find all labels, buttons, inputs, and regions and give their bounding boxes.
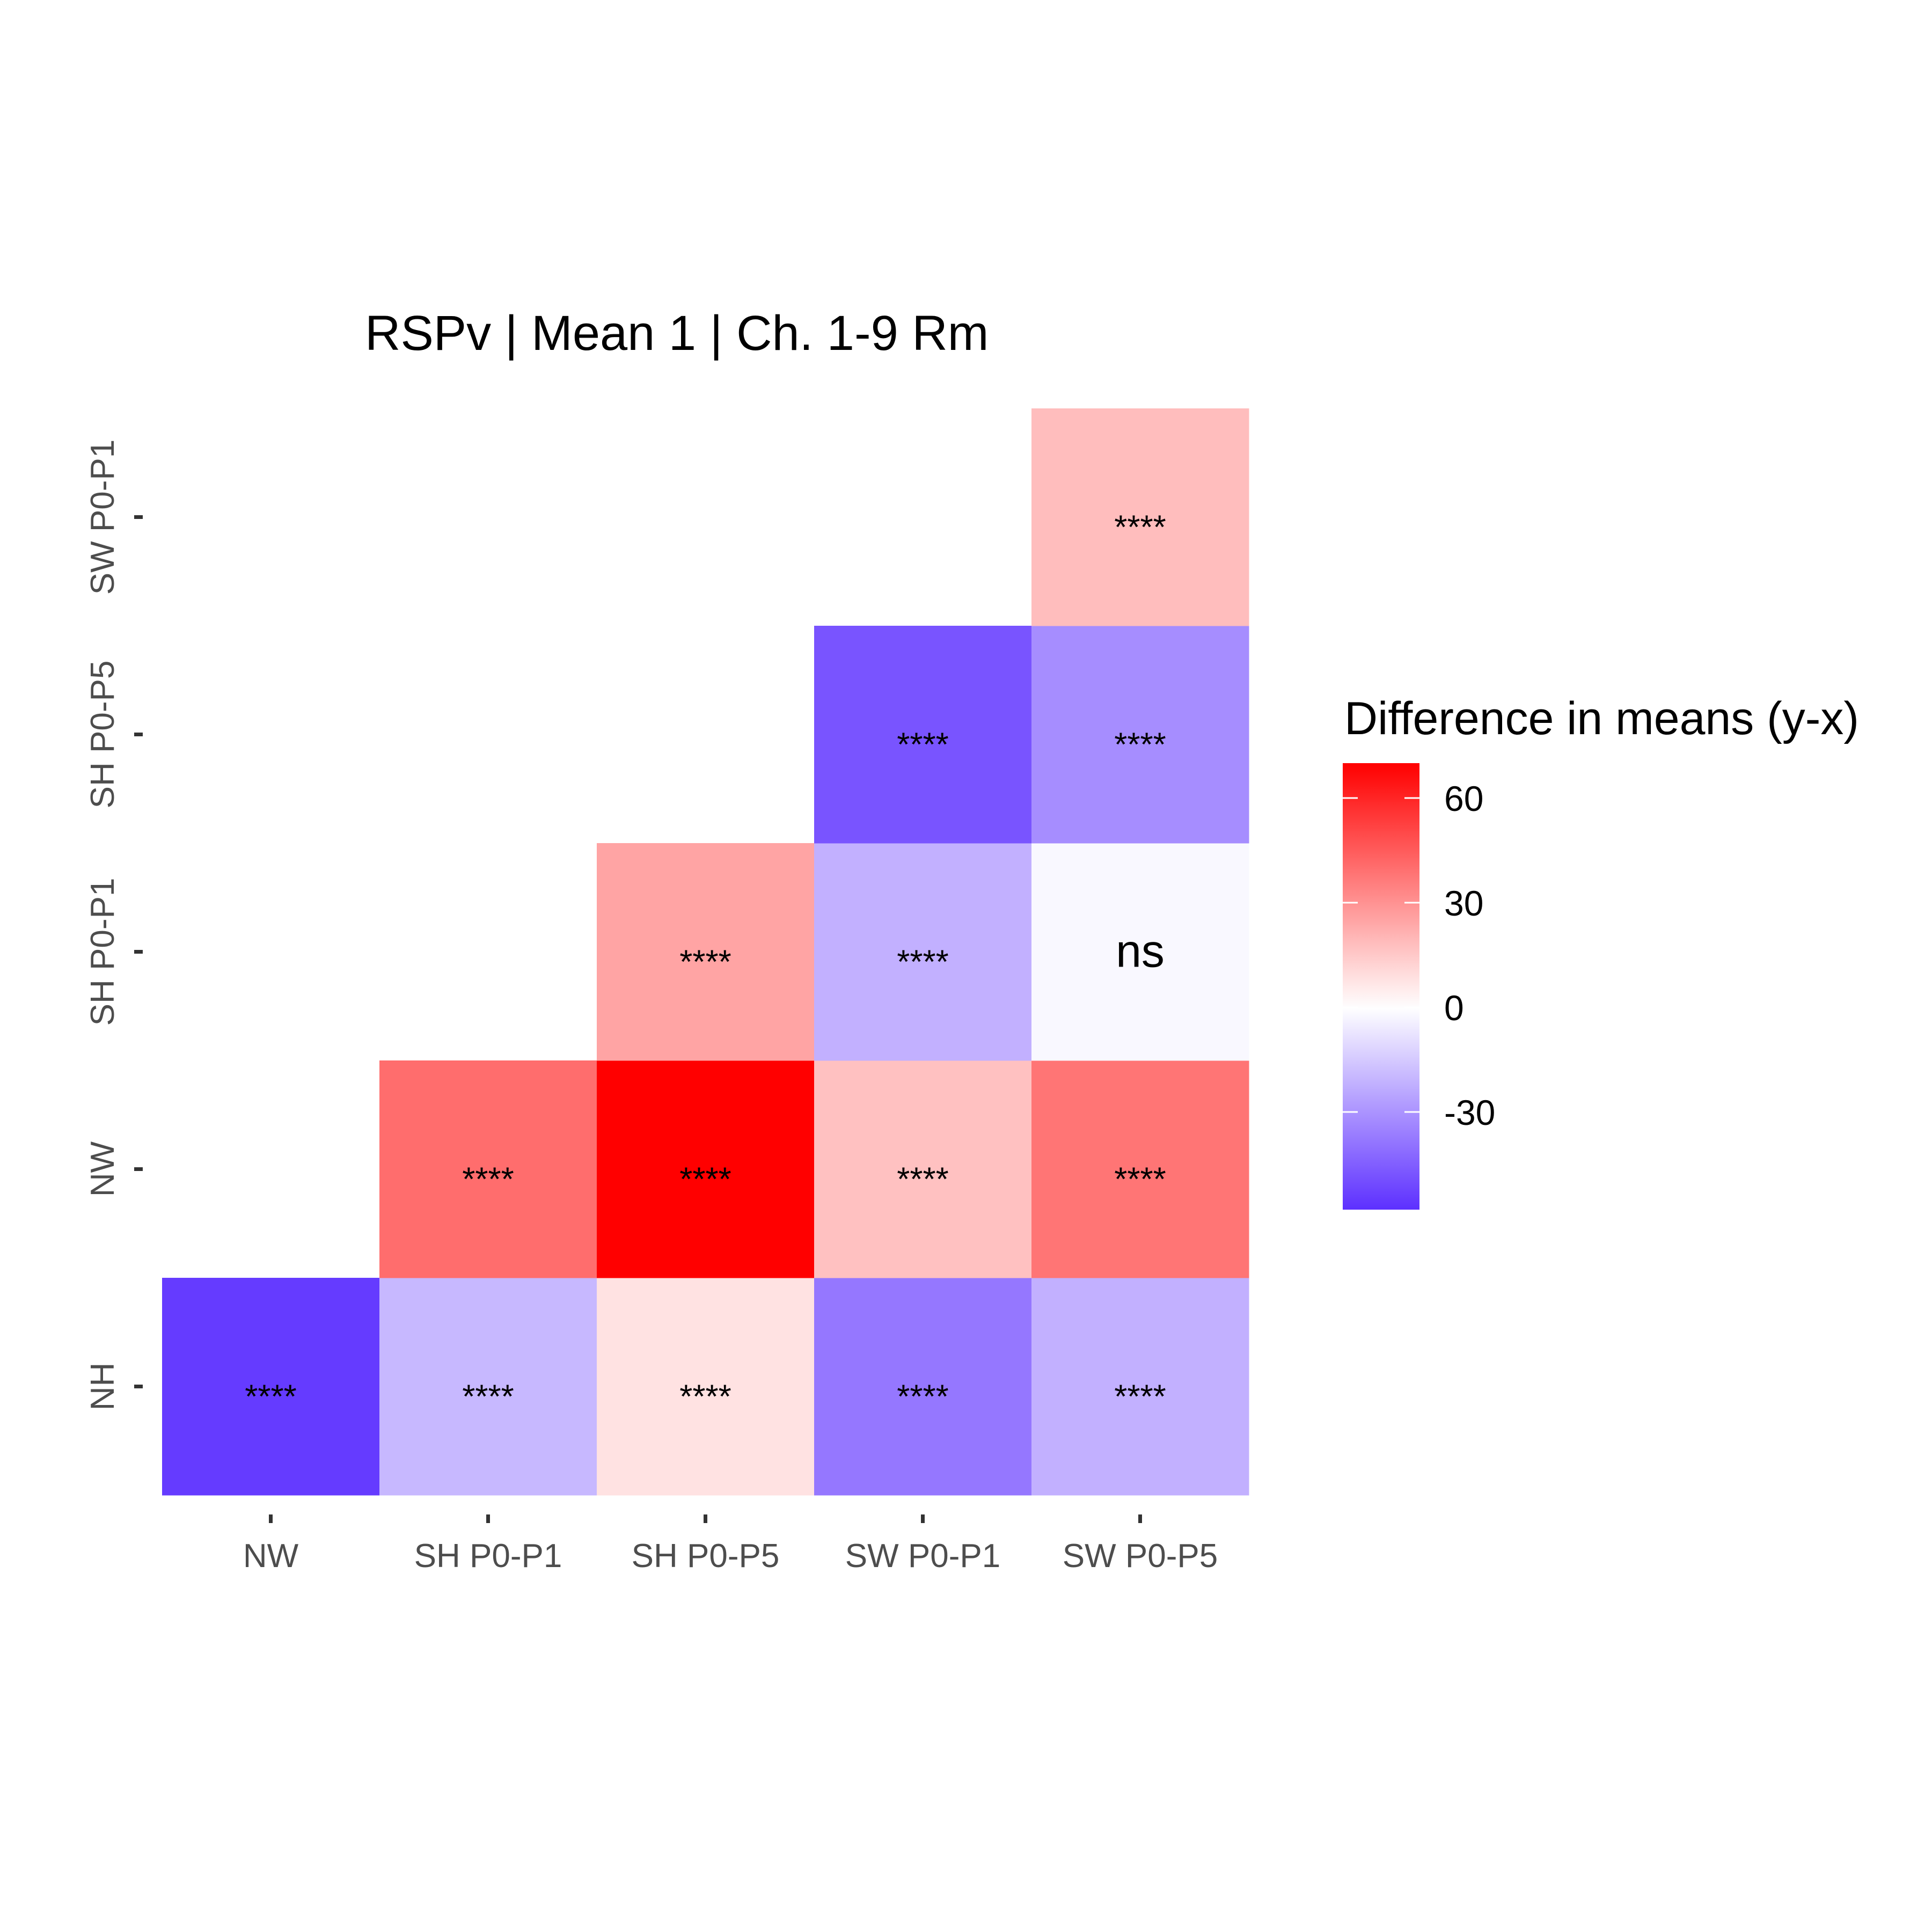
cell-label-sh-p0-p5-vs-sh-p0-p1: ****	[679, 944, 731, 981]
cell-label-nw-vs-nh: ****	[245, 1379, 297, 1416]
cell-label-sh-p0-p1-vs-nh: ****	[462, 1379, 514, 1416]
heatmap-cell-nw-vs-nh	[162, 1278, 380, 1496]
cell-label-sw-p0-p1-vs-sh-p0-p1: ****	[897, 944, 949, 981]
heatmap-cell-sw-p0-p5-vs-sh-p0-p5	[1031, 626, 1249, 844]
chart-title: RSPv | Mean 1 | Ch. 1-9 Rm	[365, 306, 989, 361]
y-axis: NH NW SH P0-P1 SH P0-P5 SW P0-P1	[84, 440, 143, 1410]
cell-label-sw-p0-p1-vs-nh: ****	[897, 1379, 949, 1416]
cell-label-sh-p0-p1-vs-nw: ****	[462, 1161, 514, 1198]
x-tick-label-sw-p0-p5: SW P0-P5	[1063, 1538, 1218, 1575]
y-tick-label-sh-p0-p1: SH P0-P1	[84, 878, 121, 1026]
cell-label-sw-p0-p5-vs-nh: ****	[1114, 1379, 1166, 1416]
legend-title: Difference in means (y-x)	[1344, 693, 1859, 744]
cell-label-sh-p0-p5-vs-nh: ****	[679, 1379, 731, 1416]
x-tick-label-sh-p0-p5: SH P0-P5	[632, 1538, 780, 1575]
cell-label-sw-p0-p5-vs-nw: ****	[1114, 1161, 1166, 1198]
x-tick-label-sh-p0-p1: SH P0-P1	[414, 1538, 562, 1575]
cell-labels: **** **** **** **** **** **** **** **** **** ****…	[245, 509, 1166, 1416]
legend-tick-label-30: 30	[1444, 883, 1483, 923]
heatmap-cell-sw-p0-p1-vs-sh-p0-p1	[814, 843, 1032, 1061]
legend: Difference in means (y-x) 60 30 0 -30	[1343, 693, 1859, 1210]
heatmap-cell-sw-p0-p5-vs-sw-p0-p1	[1031, 408, 1249, 626]
cell-label-sw-p0-p5-vs-sw-p0-p1: ****	[1114, 509, 1166, 546]
x-tick-label-nw: NW	[243, 1538, 299, 1575]
cell-label-sh-p0-p5-vs-nw: ****	[679, 1161, 731, 1198]
heatmap-cell-sh-p0-p5-vs-sh-p0-p1	[597, 843, 815, 1061]
heatmap-cell-sw-p0-p1-vs-nw	[814, 1060, 1032, 1278]
heatmap-cell-sh-p0-p5-vs-nw	[597, 1060, 815, 1278]
heatmap-cell-sw-p0-p5-vs-sh-p0-p1	[1031, 843, 1249, 1061]
cell-label-sw-p0-p1-vs-sh-p0-p5: ****	[897, 727, 949, 764]
legend-tick-label-0: 0	[1444, 988, 1464, 1028]
cell-label-sw-p0-p1-vs-nw: ****	[897, 1161, 949, 1198]
heatmap-cell-sh-p0-p1-vs-nw	[379, 1060, 597, 1278]
cell-label-sw-p0-p5-vs-sh-p0-p1: ns	[1116, 926, 1165, 977]
heatmap-cell-sh-p0-p1-vs-nh	[379, 1278, 597, 1496]
legend-tick-label-60: 60	[1444, 779, 1483, 818]
x-tick-label-sw-p0-p1: SW P0-P1	[845, 1538, 1000, 1575]
legend-colorbar	[1343, 763, 1419, 1210]
y-tick-label-sh-p0-p5: SH P0-P5	[84, 661, 121, 809]
x-axis: NW SH P0-P1 SH P0-P5 SW P0-P1 SW P0-P5	[243, 1514, 1218, 1575]
cell-label-sw-p0-p5-vs-sh-p0-p5: ****	[1114, 727, 1166, 764]
heatmap-cell-sw-p0-p5-vs-nh	[1031, 1278, 1249, 1496]
heatmap-cell-sw-p0-p5-vs-nw	[1031, 1060, 1249, 1278]
legend-tick-label-30: -30	[1444, 1093, 1495, 1132]
y-tick-label-nh: NH	[84, 1363, 121, 1411]
heatmap-cells	[162, 408, 1249, 1496]
heatmap-cell-sw-p0-p1-vs-sh-p0-p5	[814, 626, 1032, 844]
y-tick-label-nw: NW	[84, 1141, 121, 1197]
heatmap-cell-sh-p0-p5-vs-nh	[597, 1278, 815, 1496]
heatmap-cell-sw-p0-p1-vs-nh	[814, 1278, 1032, 1496]
y-tick-label-sw-p0-p1: SW P0-P1	[84, 440, 121, 595]
